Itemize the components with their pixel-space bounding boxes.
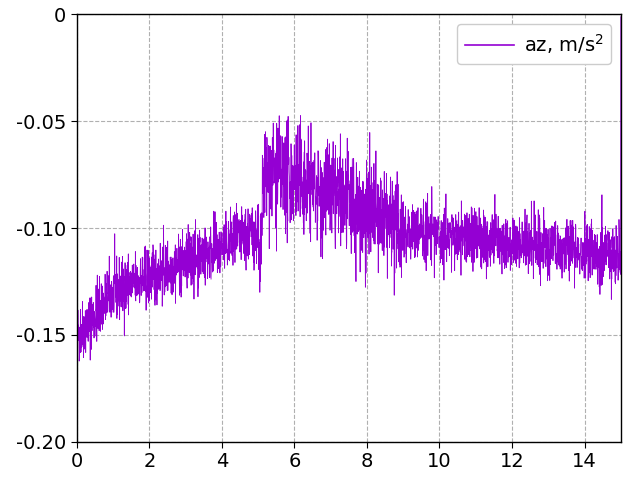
Legend: az, m/s$^{\mathregular{2}}$: az, m/s$^{\mathregular{2}}$ bbox=[458, 24, 611, 63]
